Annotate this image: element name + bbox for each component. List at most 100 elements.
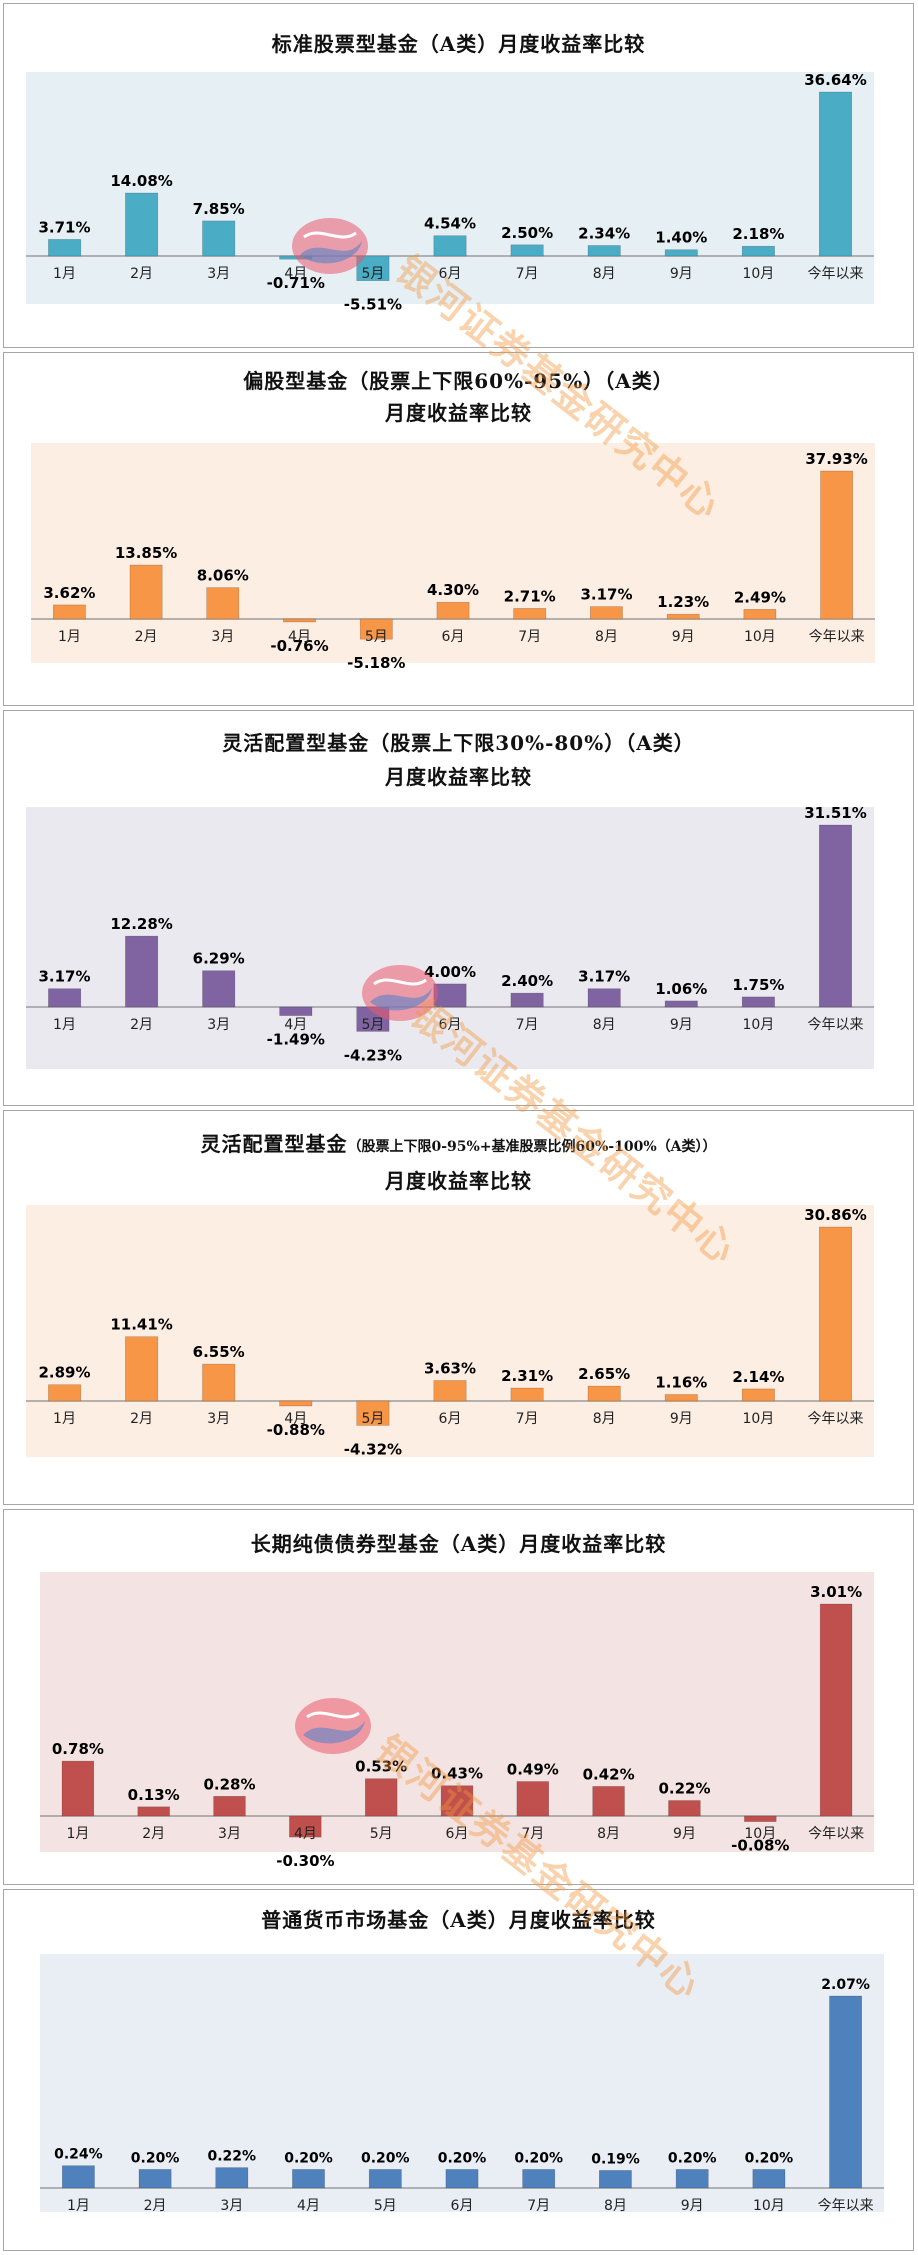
category-label: 2月 <box>142 1826 165 1842</box>
bar-4月 <box>279 1006 313 1016</box>
bar-9月 <box>664 1000 698 1008</box>
category-label: 7月 <box>516 1411 539 1427</box>
data-label: 3.71% <box>38 218 90 236</box>
category-label: 5月 <box>370 1826 393 1842</box>
data-label: 0.20% <box>131 2150 180 2166</box>
data-label: 0.78% <box>52 1740 104 1758</box>
chart-panel-money-market: 普通货币市场基金（A类）月度收益率比较 0.24% 1月 0.20% 2月 0.22% 3… <box>3 1889 914 2251</box>
data-label: -4.32% <box>344 1440 402 1458</box>
data-label: 6.29% <box>193 950 245 968</box>
category-label: 6月 <box>439 1411 462 1427</box>
data-label: 2.50% <box>501 224 553 242</box>
bar-2月 <box>125 1336 159 1402</box>
plot-area <box>26 72 874 304</box>
bar-4月 <box>289 1815 322 1838</box>
data-label: 0.24% <box>54 2147 103 2163</box>
data-label: 11.41% <box>110 1316 172 1334</box>
category-label: 3月 <box>220 2198 243 2214</box>
bar-1月 <box>61 1760 95 1817</box>
data-label: 2.18% <box>732 225 784 243</box>
category-label: 10月 <box>744 1826 776 1842</box>
data-label: 0.28% <box>203 1775 255 1793</box>
data-label: 2.71% <box>504 587 556 605</box>
chart-panel-standard-equity: 标准股票型基金（A类）月度收益率比较 3.71% 1月 14.08% 2月 7.85% 3… <box>3 3 914 348</box>
chart-panel-flexible-30-80: 灵活配置型基金（股票上下限30%-80%）（A类） 月度收益率比较 3.17% 1… <box>3 710 914 1106</box>
bar-6月 <box>433 983 467 1008</box>
data-label: 2.49% <box>734 588 786 606</box>
bar-5月 <box>364 1778 398 1817</box>
category-label: 9月 <box>672 629 695 645</box>
category-label: 2月 <box>135 629 158 645</box>
data-label: 1.06% <box>655 980 707 998</box>
category-label: 6月 <box>446 1826 469 1842</box>
data-label: 0.20% <box>514 2150 563 2166</box>
category-label: 9月 <box>670 1017 693 1033</box>
category-label: 4月 <box>288 629 311 645</box>
category-label: 4月 <box>284 1017 307 1033</box>
bar-6月 <box>433 235 467 257</box>
category-label: 10月 <box>742 1411 774 1427</box>
bar-今年以来 <box>818 1226 852 1402</box>
bar-8月 <box>589 606 623 620</box>
bar-chart-standard-equity: 3.71% 1月 14.08% 2月 7.85% 3月 -0.71%4月 -5.51% 5月 4.… <box>26 71 874 314</box>
data-label: 1.75% <box>732 976 784 994</box>
category-label: 10月 <box>753 2198 785 2214</box>
category-label: 6月 <box>439 266 462 282</box>
category-label: 3月 <box>211 629 234 645</box>
bar-今年以来 <box>818 91 852 257</box>
category-label: 6月 <box>442 629 465 645</box>
bar-chart-money-market: 0.24% 1月 0.20% 2月 0.22% 3月 0.20% 4月 0.20% 5月 0.20%… <box>40 1954 884 2214</box>
bar-7月 <box>510 992 544 1008</box>
category-label: 5月 <box>361 1411 384 1427</box>
bar-6月 <box>436 601 470 620</box>
category-label: 9月 <box>670 1411 693 1427</box>
data-label: 3.01% <box>810 1583 862 1601</box>
data-label: 3.17% <box>580 586 632 604</box>
category-label: 5月 <box>365 629 388 645</box>
chart-title: 普通货币市场基金（A类）月度收益率比较 <box>261 1908 656 1932</box>
category-label: 3月 <box>207 1017 230 1033</box>
category-label: 今年以来 <box>808 266 864 282</box>
data-label: -5.51% <box>344 296 402 314</box>
category-label: 7月 <box>521 1826 544 1842</box>
data-label: 1.23% <box>657 593 709 611</box>
data-label: 8.06% <box>197 567 249 585</box>
chart-title: 灵活配置型基金（股票上下限30%-80%）（A类） 月度收益率比较 <box>222 731 695 789</box>
category-label: 5月 <box>374 2198 397 2214</box>
bar-3月 <box>215 2167 249 2189</box>
data-label: 14.08% <box>110 172 172 190</box>
data-label: 7.85% <box>193 200 245 218</box>
bar-7月 <box>513 608 547 620</box>
bar-2月 <box>138 2169 172 2189</box>
category-label: 8月 <box>593 1017 616 1033</box>
category-label: 4月 <box>284 1411 307 1427</box>
data-label: 2.65% <box>578 1365 630 1383</box>
category-label: 5月 <box>361 266 384 282</box>
category-label: 5月 <box>361 1017 384 1033</box>
data-label: 37.93% <box>805 450 867 468</box>
data-label: 12.28% <box>110 915 172 933</box>
category-label: 7月 <box>518 629 541 645</box>
category-label: 9月 <box>673 1826 696 1842</box>
data-label: -1.49% <box>267 1031 325 1049</box>
category-label: 3月 <box>207 1411 230 1427</box>
data-label: 3.62% <box>43 584 95 602</box>
data-label: 3.63% <box>424 1360 476 1378</box>
bar-chart-flexible-30-80: 3.17% 1月 12.28% 2月 6.29% 3月 -1.49%4月 -4.23% 5月 4.… <box>26 804 874 1069</box>
bar-10月 <box>741 1388 775 1402</box>
bar-1月 <box>48 988 82 1008</box>
bar-9月 <box>666 613 700 620</box>
bar-1月 <box>48 239 82 257</box>
category-label: 1月 <box>66 1826 89 1842</box>
data-label: 4.30% <box>427 581 479 599</box>
bar-10月 <box>752 2169 786 2189</box>
bar-8月 <box>598 2170 632 2189</box>
bar-7月 <box>510 1387 544 1402</box>
category-label: 8月 <box>593 1411 616 1427</box>
data-label: 0.20% <box>668 2150 717 2166</box>
data-label: 0.20% <box>438 2150 487 2166</box>
bar-6月 <box>433 1380 467 1402</box>
data-label: 2.40% <box>501 972 553 990</box>
data-label: -0.71% <box>267 274 325 292</box>
category-label: 10月 <box>744 629 776 645</box>
